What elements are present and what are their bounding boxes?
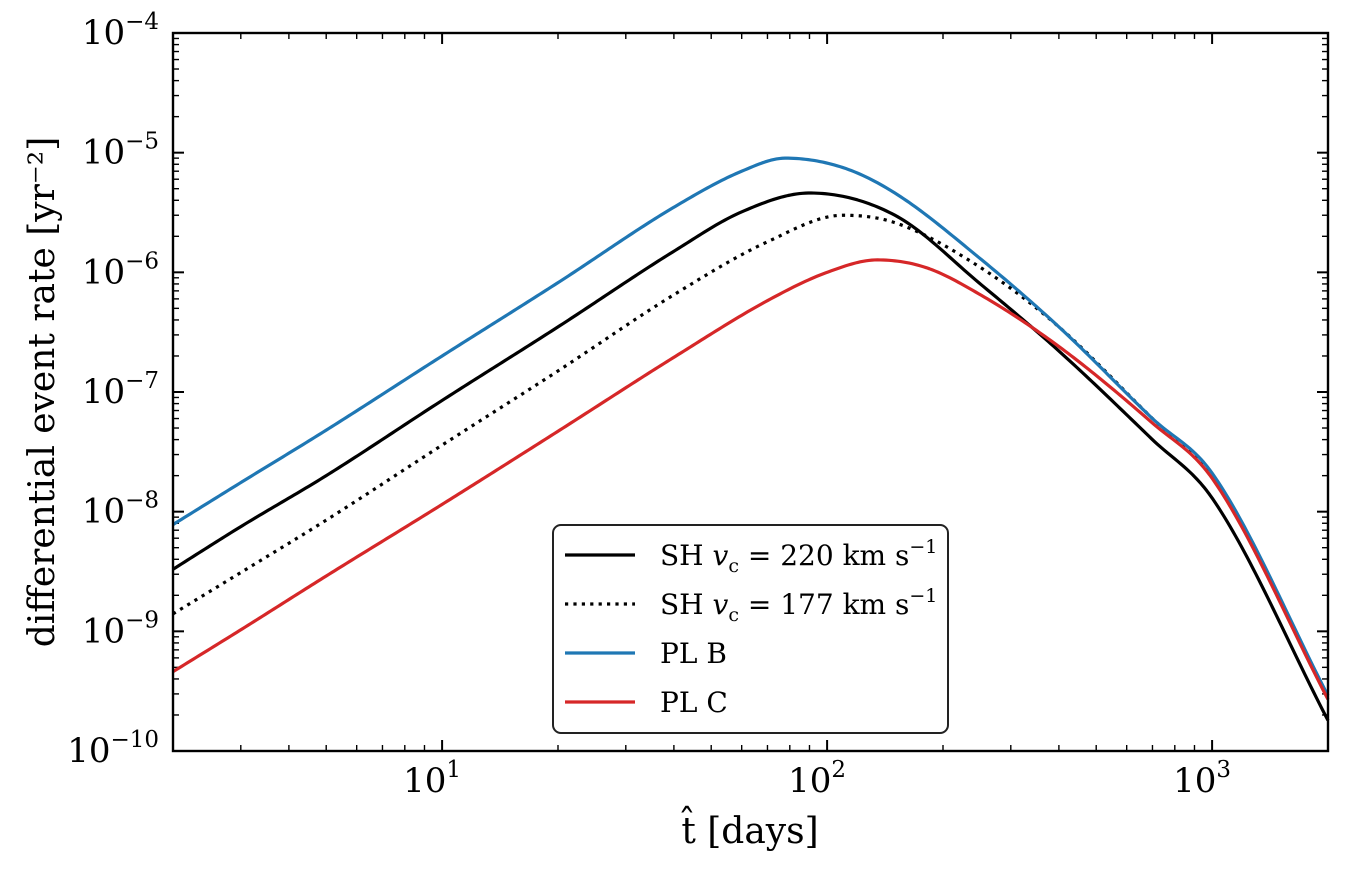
x-tick-labels: 101 102 103 [403,757,1231,801]
legend-base: PL B [660,637,727,670]
legend-base: SH [660,588,713,621]
x-tick-label-exp: 1 [446,757,461,783]
series-line-3 [172,258,1330,701]
legend-base: PL C [660,686,728,719]
y-tick-labels: 10−410−510−610−710−810−910−10 [67,9,159,771]
y-tick-label: 10−8 [82,488,159,532]
legend-label-0: SH vc = 220 km s−1 [660,536,937,577]
y-tick-label-exp: −6 [125,248,159,274]
x-tick-label: 101 [403,757,461,801]
y-tick-label-base: 10 [67,731,110,771]
series-line-0 [172,191,1330,722]
x-tick-label-exp: 3 [1216,757,1231,783]
y-tick-label-exp: −7 [125,368,159,394]
legend-var: v [713,539,729,572]
y-axis-label: differential event rate [yr⁻²] [22,137,63,648]
y-tick-label: 10−5 [82,129,159,173]
legend: SH vc = 220 km s−1SH vc = 177 km s−1PL B… [552,524,949,734]
y-tick-label-base: 10 [82,372,125,412]
legend-sub: c [728,555,739,577]
y-tick-label-base: 10 [82,492,125,532]
legend-rest: = 220 km s [739,539,909,572]
y-tick-label-base: 10 [82,133,125,173]
series-line-1 [172,213,1330,699]
plot-frame [171,31,1330,753]
legend-var: v [713,588,729,621]
y-tick-label: 10−10 [67,727,159,771]
x-axis-label-text: t̂ [days] [681,806,819,852]
x-tick-label-base: 10 [788,761,831,801]
legend-label-1: SH vc = 177 km s−1 [660,585,937,626]
x-axis-label: t̂ [days] [681,806,819,852]
x-tick-label: 102 [788,757,846,801]
legend-base: SH [660,539,713,572]
legend-sup: −1 [909,536,937,558]
y-tick-label-base: 10 [82,13,125,53]
y-tick-label: 10−9 [82,607,159,651]
y-axis-label-text: differential event rate [yr⁻²] [22,137,63,648]
legend-sub: c [728,604,739,626]
legend-frame [552,524,949,734]
x-tick-label-exp: 2 [831,757,846,783]
y-tick-label: 10−4 [82,9,159,53]
series-line-2 [172,156,1330,697]
x-tick-label: 103 [1173,757,1231,801]
y-tick-label-exp: −9 [125,607,159,633]
legend-label-3: PL C [660,686,728,719]
legend-label-2: PL B [660,637,727,670]
y-tick-label-exp: −4 [125,9,159,35]
x-tick-label-base: 10 [403,761,446,801]
y-tick-label-exp: −10 [110,727,159,753]
y-tick-label-base: 10 [82,252,125,292]
legend-sup: −1 [909,585,937,607]
legend-rest: = 177 km s [739,588,909,621]
y-tick-label-exp: −5 [125,129,159,155]
x-tick-label-base: 10 [1173,761,1216,801]
series-layer [172,156,1330,722]
y-tick-label: 10−6 [82,248,159,292]
y-tick-label-base: 10 [82,611,125,651]
y-tick-label-exp: −8 [125,488,159,514]
y-tick-label: 10−7 [82,368,159,412]
